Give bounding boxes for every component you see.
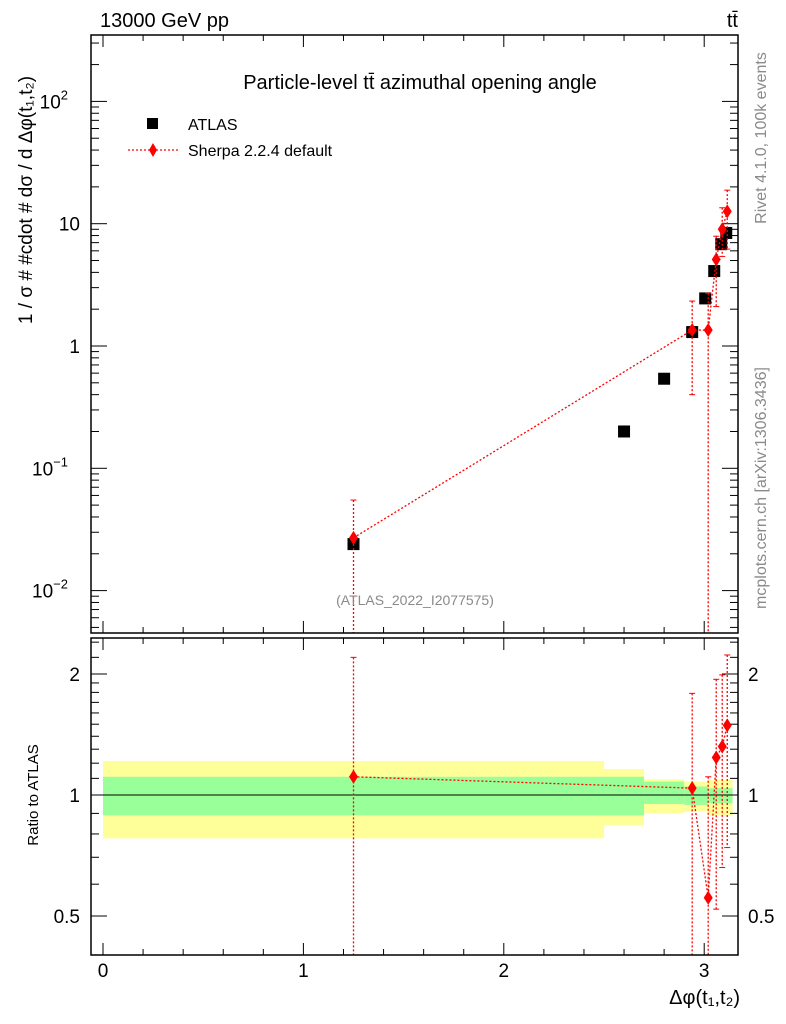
ratio-point [711,750,721,765]
analysis-watermark: (ATLAS_2022_I2077575) [336,592,494,608]
sherpa-point [703,323,713,338]
sherpa-point [711,252,721,267]
ratio-point [349,769,358,784]
legend-atlas-marker [147,118,158,129]
y-tick-label: 10−1 [32,454,68,480]
y-tick-label-exponent: 2 [61,87,68,102]
rivet-label: Rivet 4.1.0, 100k events [753,52,770,224]
ratio-point [703,890,713,905]
ratio-point [717,739,727,754]
sherpa-point [687,323,697,338]
legend-atlas-label: ATLAS [188,117,238,134]
y-tick-label: 10−2 [32,577,68,603]
ratio-y-axis-label: Ratio to ATLAS [25,744,42,845]
ratio-y-tick-label-right: 1 [748,786,759,807]
ratio-panel-frame [90,637,739,956]
uncertainty-bands [103,761,733,839]
ratio-y-tick-label: 2 [69,665,80,686]
chart-title: Particle-level tt̄ azimuthal opening ang… [243,72,597,94]
atlas-data-point [658,372,671,385]
y-tick-label-exponent: −2 [53,577,68,592]
sherpa-point [717,222,727,237]
x-tick-label: 3 [699,961,710,982]
y-axis-label: 1 / σ # #cdot # dσ / d Δφ(t₁,t₂) [16,76,37,324]
y-tick-label-exponent: −1 [53,454,68,469]
inner-band-bin [684,786,709,805]
atlas-data-point [699,292,712,305]
atlas-data-point [715,238,728,251]
energy-label: 13000 GeV pp [100,10,229,32]
ratio-y-tick-label-right: 0.5 [748,907,774,928]
sherpa-point [349,530,358,545]
y-tick-label: 1 [69,337,80,358]
data-marks [347,189,733,955]
ratio-y-tick-label-right: 2 [748,665,759,686]
ratio-y-tick-label: 0.5 [54,907,80,928]
tick-labels: 10−2 10−1 1 10 102 0.5 0.5 1 1 2 2 0 1 2 3 [32,87,774,982]
mcplots-label: mcplots.cern.ch [arXiv:1306.3436] [753,367,770,609]
atlas-data-point [708,265,721,278]
legend-sherpa-label: Sherpa 2.2.4 default [188,143,333,160]
legend-sherpa-marker [149,143,157,157]
x-tick-label: 2 [499,961,510,982]
x-tick-label: 0 [98,961,109,982]
x-axis-label: Δφ(t₁,t₂) [669,987,740,1009]
ratio-point [687,781,697,796]
inner-band-bin [604,776,645,816]
ratio-point [722,718,732,733]
inner-band-bin [708,788,733,804]
ratio-y-tick-label: 1 [69,786,80,807]
main-panel-frame [90,34,739,634]
y-tick-label: 102 [40,87,68,113]
x-tick-label: 1 [298,961,309,982]
inner-band-bin [644,781,685,804]
y-tick-label: 10 [59,215,80,236]
legend: ATLAS Sherpa 2.2.4 default [128,117,333,160]
sherpa-point [722,204,732,219]
sherpa-line [353,211,728,539]
axis-ticks [91,35,738,956]
process-label: tt̄ [727,10,739,32]
atlas-data-point [618,425,631,438]
